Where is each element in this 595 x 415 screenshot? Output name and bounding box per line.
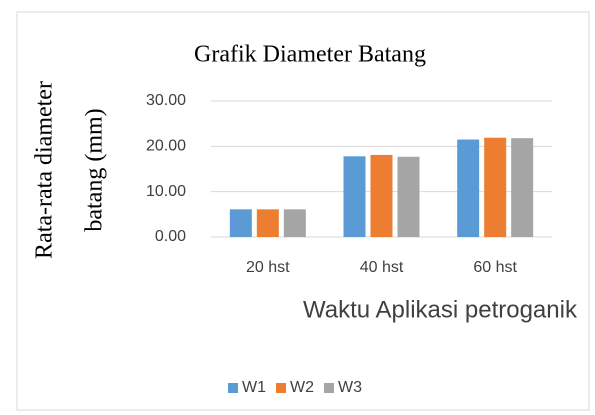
y-tick-label: 30.00 (146, 92, 186, 109)
legend-swatch (228, 383, 238, 393)
legend-swatch (276, 383, 286, 393)
x-axis-label: Waktu Aplikasi petroganik (303, 296, 578, 323)
bar (457, 139, 480, 237)
legend-label: W2 (290, 379, 314, 396)
y-tick-label: 0.00 (155, 228, 186, 245)
bar (283, 209, 306, 237)
y-axis-label: batang (mm) (82, 108, 108, 231)
y-tick-label: 10.00 (146, 183, 186, 200)
x-tick-label: 40 hst (360, 259, 404, 276)
legend-label: W1 (242, 379, 266, 396)
bar (484, 137, 507, 237)
bar (343, 156, 366, 237)
bar (397, 156, 420, 237)
bar (256, 209, 279, 237)
chart-title: Grafik Diameter Batang (194, 42, 426, 68)
legend-label: W3 (338, 379, 362, 396)
bar (229, 209, 252, 237)
y-axis-label: Rata-rata diameter (32, 81, 58, 259)
x-tick-label: 60 hst (473, 259, 517, 276)
x-tick-label: 20 hst (246, 259, 290, 276)
bar (511, 138, 534, 237)
bar (370, 154, 393, 237)
y-tick-label: 20.00 (146, 138, 186, 155)
legend-swatch (324, 383, 334, 393)
